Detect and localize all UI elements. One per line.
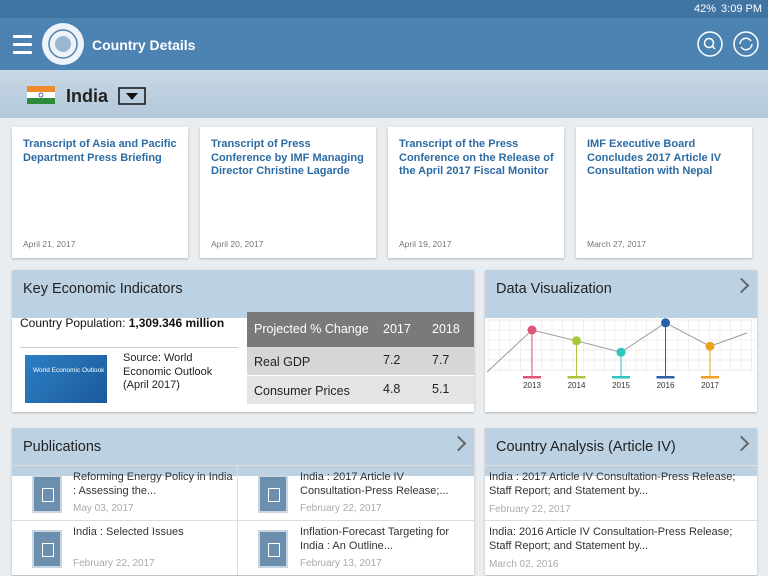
table-cell: 5.1 <box>432 382 450 396</box>
population-unit: million <box>185 316 225 330</box>
point <box>572 336 581 346</box>
app-title: Country Details <box>92 37 196 53</box>
document-icon <box>258 530 288 568</box>
app-bar: Country Details <box>0 18 768 70</box>
divider <box>20 347 238 348</box>
publication-item[interactable]: India : Selected Issues February 22, 2017 <box>12 520 237 575</box>
year-marker <box>656 376 675 379</box>
publication-title: India : 2017 Article IV Consultation-Pre… <box>300 471 449 497</box>
country-bar: India <box>0 70 768 118</box>
publication-date: February 13, 2017 <box>300 558 382 569</box>
year-marker <box>567 376 586 379</box>
publication-title: Inflation-Forecast Targeting for India :… <box>300 526 449 552</box>
news-card[interactable]: Transcript of Press Conference by IMF Ma… <box>200 127 376 258</box>
table-cell: 4.8 <box>383 382 401 396</box>
year-marker <box>701 376 719 379</box>
news-title: IMF Executive Board Concludes 2017 Artic… <box>587 138 722 177</box>
document-icon <box>258 475 288 513</box>
flag <box>27 86 55 104</box>
table-cell: Consumer Prices <box>254 384 350 398</box>
publications-panel: Publications Reforming Energy Policy in … <box>12 428 474 575</box>
publication-item[interactable]: Reforming Energy Policy in India : Asses… <box>12 465 237 520</box>
table-row: Real GDP 7.2 7.7 <box>247 347 474 376</box>
panel-title[interactable]: Country Analysis (Article IV) <box>485 428 757 476</box>
status-bar: 42% 3:09 PM <box>0 0 768 18</box>
x-tick-label: 2016 <box>657 381 675 390</box>
table-cell: Real GDP <box>254 355 311 369</box>
publication-date: February 22, 2017 <box>73 558 155 569</box>
year-marker <box>612 376 630 379</box>
app-bar-icons <box>13 23 759 65</box>
x-tick-label: 2015 <box>612 381 630 390</box>
year-marker <box>523 376 541 379</box>
header-cell: 2018 <box>432 322 460 336</box>
point <box>705 341 715 351</box>
header-cell: Projected % Change <box>254 322 369 336</box>
table-row: Consumer Prices 4.8 5.1 <box>247 376 474 405</box>
document-icon <box>32 475 62 513</box>
analysis-title: India : 2017 Article IV Consultation-Pre… <box>489 471 736 497</box>
news-date: April 19, 2017 <box>399 239 452 249</box>
country-dropdown[interactable] <box>118 87 146 105</box>
menu-button[interactable] <box>13 35 32 54</box>
population-value: 1,309.346 <box>128 316 183 330</box>
publication-item[interactable]: India : 2017 Article IV Consultation-Pre… <box>237 465 474 520</box>
news-title: Transcript of the Press Conference on th… <box>399 138 554 177</box>
table-header: Projected % Change 2017 2018 <box>247 312 474 347</box>
x-tick-label: 2013 <box>523 381 541 390</box>
news-card[interactable]: Transcript of Asia and Pacific Departmen… <box>12 127 188 258</box>
panel-title: Key Economic Indicators <box>12 270 474 318</box>
battery: 42% <box>693 3 716 15</box>
point <box>527 325 537 335</box>
source: Source: World Economic Outlook (April 20… <box>123 352 213 391</box>
panel-title[interactable]: Publications <box>12 428 474 476</box>
analysis-item[interactable]: India : 2017 Article IV Consultation-Pre… <box>485 465 757 520</box>
data-visualization-panel[interactable]: Data Visualization 2013 2014 2015 2016 2017 <box>485 270 757 412</box>
country-analysis-panel: Country Analysis (Article IV) India : 20… <box>485 428 757 575</box>
analysis-date: February 22, 2017 <box>489 504 571 515</box>
weo-cover: World Economic Outlook <box>25 355 107 403</box>
table-cell: 7.7 <box>432 353 450 367</box>
news-date: April 21, 2017 <box>23 239 76 249</box>
analysis-date: March 02, 2016 <box>489 559 559 570</box>
news-title: Transcript of Asia and Pacific Departmen… <box>23 138 177 164</box>
news-card[interactable]: IMF Executive Board Concludes 2017 Artic… <box>576 127 752 258</box>
clock: 3:09 PM <box>721 3 762 15</box>
publication-date: May 03, 2017 <box>73 503 134 514</box>
publication-title: India : Selected Issues <box>73 526 184 538</box>
news-date: March 27, 2017 <box>587 239 647 249</box>
refresh-button[interactable] <box>733 31 759 57</box>
x-tick-label: 2017 <box>701 381 719 390</box>
publication-date: February 22, 2017 <box>300 503 382 514</box>
x-tick-label: 2014 <box>568 381 586 390</box>
publication-title: Reforming Energy Policy in India : Asses… <box>73 471 233 497</box>
mini-chart: 2013 2014 2015 2016 2017 <box>486 317 755 390</box>
analysis-item[interactable]: India: 2016 Article IV Consultation-Pres… <box>485 520 757 575</box>
search-button[interactable] <box>697 31 723 57</box>
document-icon <box>32 530 62 568</box>
news-title: Transcript of Press Conference by IMF Ma… <box>211 138 364 177</box>
panel-title: Data Visualization <box>485 270 757 318</box>
imf-logo <box>42 23 84 65</box>
point <box>661 318 670 328</box>
population-label: Country Population: <box>20 316 126 330</box>
point <box>616 347 626 357</box>
analysis-title: India: 2016 Article IV Consultation-Pres… <box>489 526 733 552</box>
population: Country Population: 1,309.346 million <box>20 316 240 330</box>
key-indicators-panel: Key Economic Indicators Country Populati… <box>12 270 474 412</box>
header-cell: 2017 <box>383 322 411 336</box>
table-cell: 7.2 <box>383 353 401 367</box>
news-date: April 20, 2017 <box>211 239 264 249</box>
news-card[interactable]: Transcript of the Press Conference on th… <box>388 127 564 258</box>
country-name: India <box>66 86 109 106</box>
publication-item[interactable]: Inflation-Forecast Targeting for India :… <box>237 520 474 575</box>
